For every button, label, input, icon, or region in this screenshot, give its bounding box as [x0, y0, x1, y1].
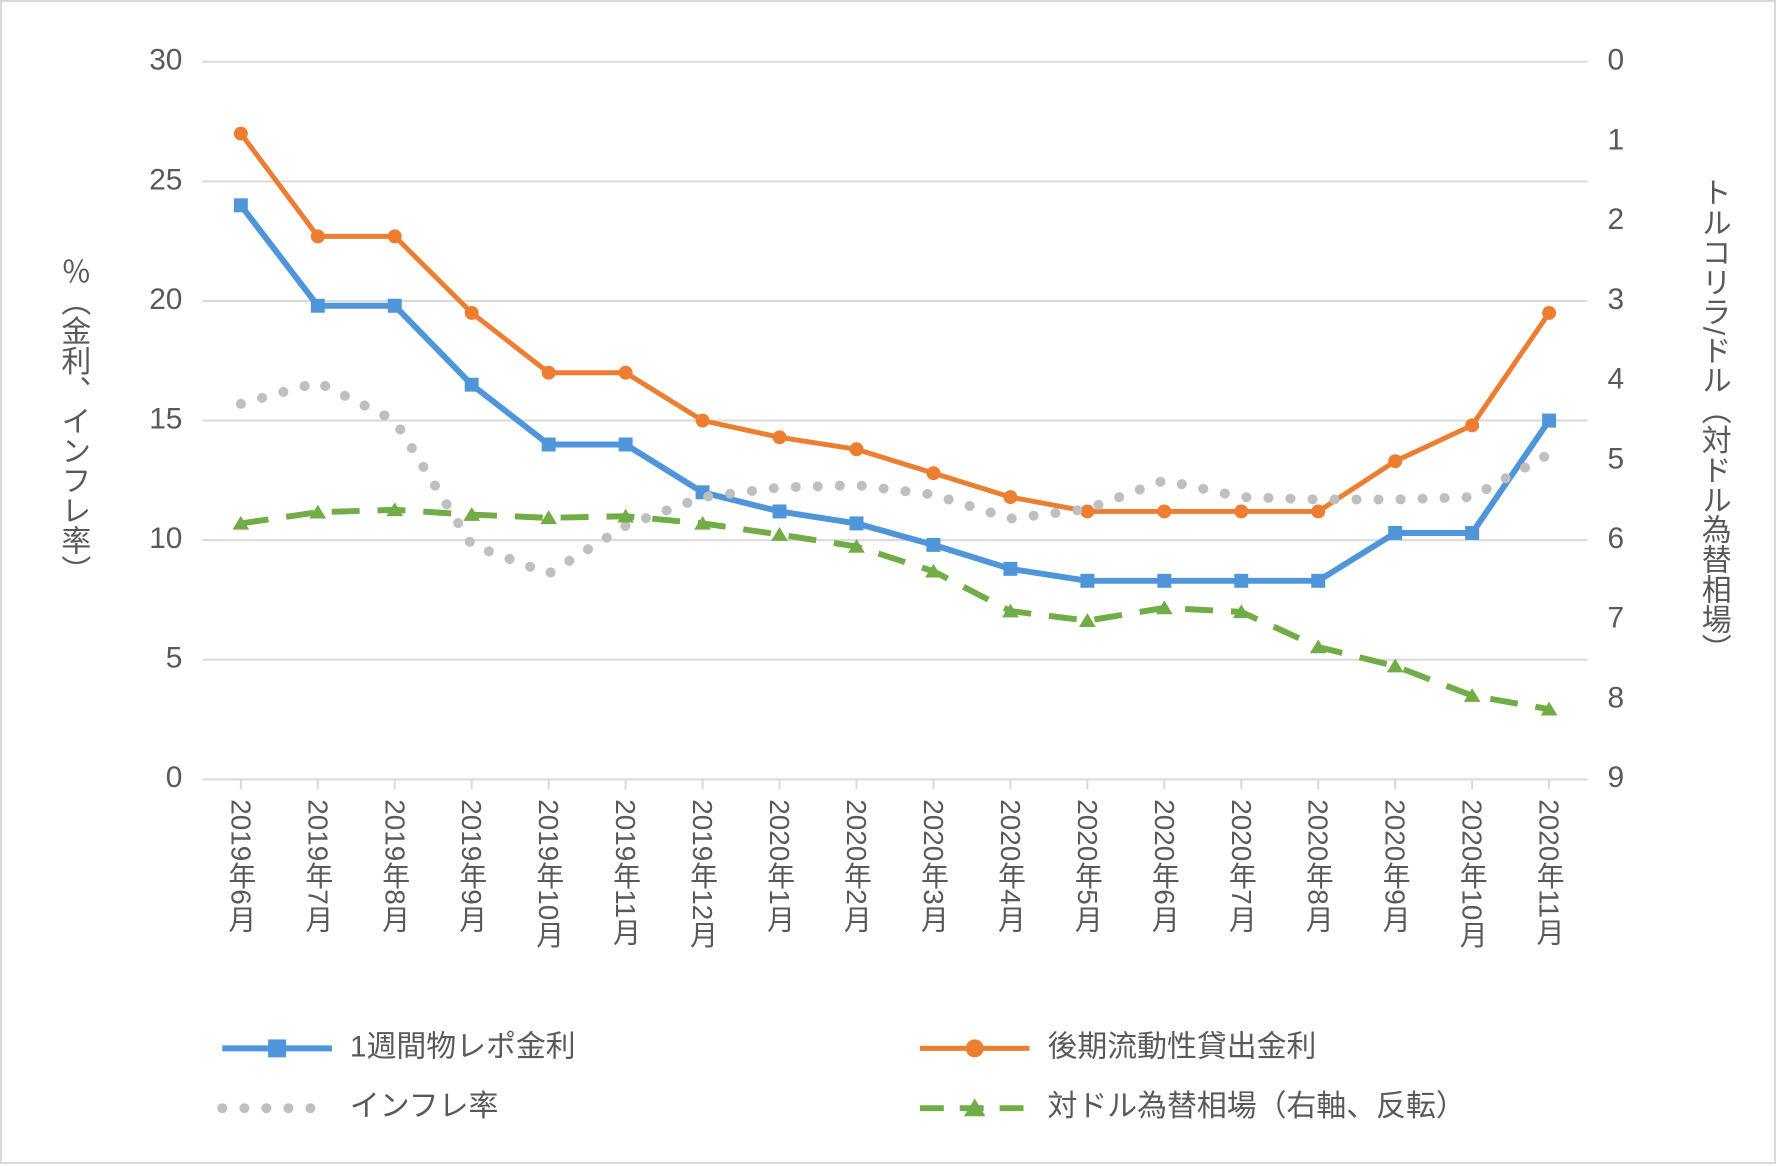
x-tick-label-text: 2020年2月 [841, 799, 872, 932]
x-tick-label: 2019年8月 [379, 799, 410, 932]
x-tick-label: 2020年5月 [1072, 799, 1103, 932]
x-tick-label: 2020年7月 [1226, 799, 1257, 932]
x-tick-label-text: 2019年11月 [610, 799, 641, 946]
y-left-tick-label: 20 [149, 283, 182, 316]
x-tick-label-text: 2020年4月 [995, 799, 1026, 932]
x-tick-label: 2019年11月 [610, 799, 641, 946]
x-tick-label-text: 2019年12月 [687, 799, 718, 948]
y-right-tick-label: 4 [1608, 363, 1625, 396]
x-tick-label-text: 2019年8月 [379, 799, 410, 932]
y-right-tick-label: 5 [1608, 442, 1625, 475]
x-tick-label-text: 2019年6月 [225, 799, 256, 932]
x-tick-label: 2020年1月 [764, 799, 795, 932]
x-tick-label: 2020年3月 [918, 799, 949, 932]
x-tick-label: 2020年10月 [1457, 799, 1488, 948]
x-tick-label: 2020年2月 [841, 799, 872, 932]
series-1 [234, 127, 1556, 519]
x-tick-label-text: 2019年7月 [302, 799, 333, 932]
chart-container: 0 5 10 15 20 25 30 0 1 2 3 4 5 6 7 8 9 2019年6月 2019年7月 2019… [0, 0, 1776, 1164]
y-right-tick-label: 1 [1608, 123, 1625, 156]
y-right-axis-title: トルコリラ/ドル（対ドル為替相場） [1697, 177, 1732, 664]
x-tick-label: 2019年10月 [533, 799, 564, 948]
x-tick-label-text: 2019年10月 [533, 799, 564, 948]
x-tick-label-text: 2019年9月 [456, 799, 487, 932]
y-left-axis-title: ％（金利、インフレ率） [56, 256, 91, 585]
x-tick-label: 2020年6月 [1149, 799, 1180, 932]
y-left-tick-label: 0 [166, 761, 183, 794]
x-tick-label-text: 2020年1月 [764, 799, 795, 932]
x-tick-label-text: 2020年7月 [1226, 799, 1257, 932]
y-right-tick-label: 6 [1608, 522, 1625, 555]
x-tick-label: 2019年12月 [687, 799, 718, 948]
x-tick-label-text: 2020年11月 [1534, 799, 1565, 946]
legend-label: インフレ率 [350, 1090, 498, 1123]
legend-item: 対ドル為替相場（右軸、反転） [920, 1090, 1466, 1123]
y-left-tick-label: 10 [149, 522, 182, 555]
x-tick-label-text: 2020年10月 [1457, 799, 1488, 948]
legend-label: 対ドル為替相場（右軸、反転） [1047, 1090, 1465, 1123]
y-left-tick-label: 5 [166, 642, 183, 675]
x-tick-label: 2020年8月 [1303, 799, 1334, 932]
series-2 [241, 382, 1549, 573]
x-tick-label: 2020年9月 [1380, 799, 1411, 932]
legend-label: 1週間物レポ金利 [350, 1030, 576, 1063]
chart-svg: 0 5 10 15 20 25 30 0 1 2 3 4 5 6 7 8 9 2019年6月 2019年7月 2019… [2, 2, 1774, 1162]
y-right-tick-label: 3 [1608, 283, 1625, 316]
y-right-tick-label: 8 [1608, 681, 1625, 714]
series-0 [234, 198, 1556, 587]
y-right-tick-label: 0 [1608, 44, 1625, 77]
x-tick-label: 2019年7月 [302, 799, 333, 932]
x-tick-label-text: 2020年9月 [1380, 799, 1411, 932]
legend-item: 後期流動性貸出金利 [920, 1030, 1316, 1063]
x-tick-label-text: 2020年6月 [1149, 799, 1180, 932]
y-left-tick-label: 15 [149, 402, 182, 435]
x-tick-label-text: 2020年5月 [1072, 799, 1103, 932]
x-tick-label: 2020年11月 [1534, 799, 1565, 946]
legend-item: インフレ率 [222, 1090, 498, 1123]
legend-label: 後期流動性貸出金利 [1047, 1030, 1316, 1063]
y-left-tick-label: 30 [149, 44, 182, 77]
x-tick-label: 2019年9月 [456, 799, 487, 932]
x-tick-label-text: 2020年8月 [1303, 799, 1334, 932]
y-right-tick-label: 7 [1608, 602, 1625, 635]
x-tick-label: 2020年4月 [995, 799, 1026, 932]
y-right-tick-label: 2 [1608, 203, 1625, 236]
legend-item: 1週間物レポ金利 [222, 1030, 575, 1063]
x-tick-label: 2019年6月 [225, 799, 256, 932]
y-left-tick-label: 25 [149, 163, 182, 196]
y-right-tick-label: 9 [1608, 761, 1625, 794]
x-tick-label-text: 2020年3月 [918, 799, 949, 932]
